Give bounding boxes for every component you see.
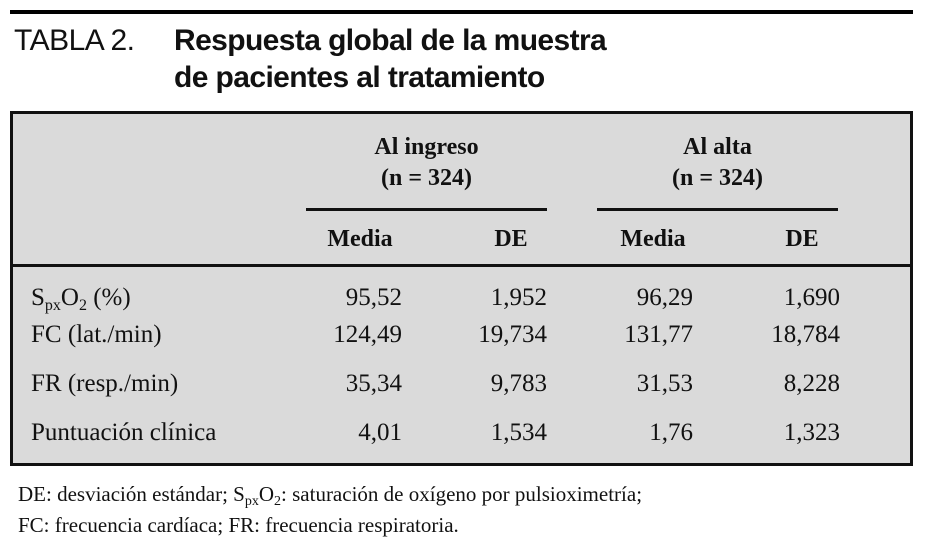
col-header-media: Media [327, 226, 393, 252]
row-label: Puntuación clínica [31, 419, 217, 446]
group-n: (n = 324) [671, 165, 763, 191]
row-label: FR (resp./min) [31, 370, 179, 397]
cell: 124,49 [333, 321, 402, 348]
cell: 9,783 [490, 370, 547, 397]
title-line-2: de pacientes al tratamiento [174, 61, 545, 94]
table-number: TABLA 2. [14, 24, 135, 57]
cell: 8,228 [783, 370, 840, 397]
group-n: (n = 324) [380, 165, 472, 191]
top-rule [10, 10, 913, 14]
cell: 1,952 [490, 284, 547, 311]
title-line-1: Respuesta global de la muestra [174, 24, 607, 57]
cell: 1,690 [783, 284, 840, 311]
col-header-media: Media [620, 226, 686, 252]
cell: 31,53 [636, 370, 693, 397]
group-header-ingreso: Al ingreso (n = 324) [306, 132, 547, 194]
table-title: TABLA 2. Respuesta global de la muestra d… [14, 22, 607, 96]
table-row: FR (resp./min) 35,34 9,783 31,53 8,228 [13, 370, 910, 402]
table-row: FC (lat./min) 124,49 19,734 131,77 18,78… [13, 321, 910, 353]
cell: 1,323 [783, 419, 840, 446]
cell: 18,784 [771, 321, 840, 348]
cell: 131,77 [624, 321, 693, 348]
cell: 35,34 [345, 370, 402, 397]
table-row: SpxO2 (%) 95,52 1,952 96,29 1,690 [13, 284, 910, 316]
footnote-line-1: DE: desviación estándar; SpxO2: saturaci… [18, 482, 643, 509]
row-label: SpxO2 (%) [31, 284, 131, 314]
group-underline [306, 208, 547, 211]
cell: 4,01 [358, 419, 402, 446]
group-name: Al alta [683, 134, 752, 160]
col-header-de: DE [785, 226, 819, 252]
header-divider [13, 264, 910, 267]
cell: 95,52 [345, 284, 402, 311]
data-table: Al ingreso (n = 324) Al alta (n = 324) M… [10, 111, 913, 466]
cell: 19,734 [478, 321, 547, 348]
cell: 1,76 [649, 419, 693, 446]
group-name: Al ingreso [374, 134, 479, 160]
table-footnote: DE: desviación estándar; SpxO2: saturaci… [18, 479, 642, 541]
cell: 1,534 [490, 419, 547, 446]
col-header-de: DE [494, 226, 528, 252]
footnote-line-2: FC: frecuencia cardíaca; FR: frecuencia … [18, 513, 459, 537]
row-label: FC (lat./min) [31, 321, 162, 348]
group-underline [597, 208, 838, 211]
cell: 96,29 [636, 284, 693, 311]
group-header-alta: Al alta (n = 324) [597, 132, 838, 194]
table-row: Puntuación clínica 4,01 1,534 1,76 1,323 [13, 419, 910, 451]
